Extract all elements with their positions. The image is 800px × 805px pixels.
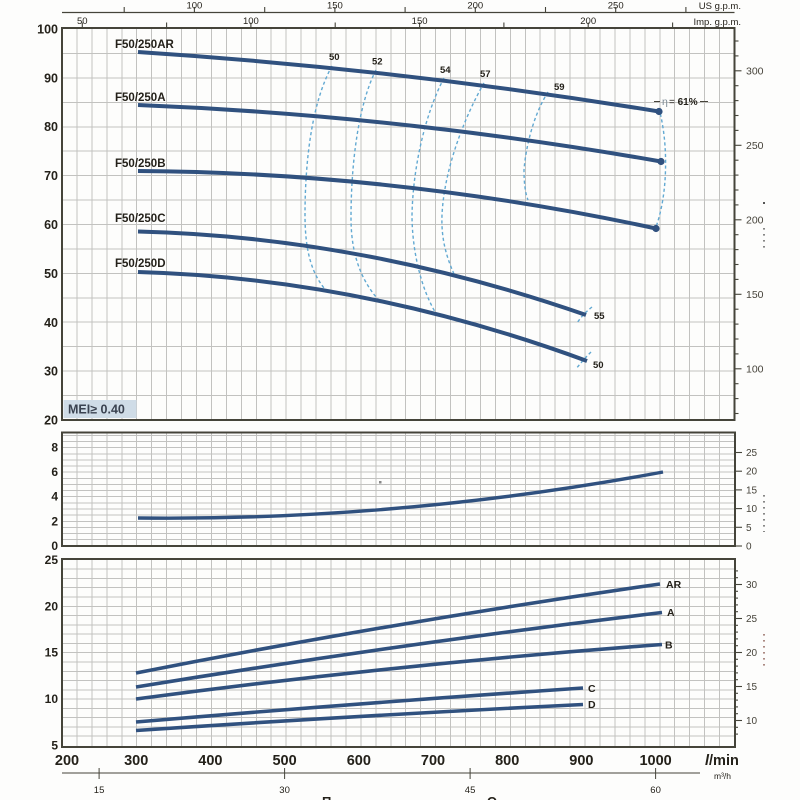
svg-text:250: 250 (746, 140, 764, 152)
svg-text:40: 40 (44, 316, 58, 330)
svg-text:20: 20 (44, 414, 58, 428)
svg-text:25: 25 (746, 448, 758, 459)
svg-text:52: 52 (372, 57, 383, 68)
svg-text:F50/250AR: F50/250AR (115, 39, 175, 51)
svg-text:30: 30 (746, 580, 758, 591)
svg-text:AR: AR (666, 579, 682, 591)
svg-text:50: 50 (77, 16, 88, 27)
svg-text:200: 200 (467, 1, 483, 12)
svg-text:30: 30 (44, 365, 58, 379)
svg-text:F50/250C: F50/250C (115, 213, 166, 225)
svg-text:100: 100 (243, 16, 259, 27)
svg-text:54: 54 (440, 65, 451, 76)
svg-text:F50/250D: F50/250D (115, 258, 166, 270)
svg-text:100: 100 (37, 23, 58, 37)
svg-text:4: 4 (51, 490, 58, 504)
svg-text:50: 50 (593, 360, 604, 371)
svg-text:15: 15 (746, 485, 758, 496)
svg-text:10: 10 (45, 692, 59, 706)
svg-text:6: 6 (51, 465, 58, 479)
svg-text:η: η (662, 96, 668, 108)
svg-text:150: 150 (412, 16, 428, 27)
svg-text:A: A (667, 607, 675, 619)
svg-text:90: 90 (44, 71, 58, 85)
svg-text:l/min: l/min (705, 753, 739, 769)
svg-text:800: 800 (495, 753, 519, 769)
svg-text:900: 900 (569, 753, 593, 769)
svg-text:Imp. g.p.m.: Imp. g.p.m. (693, 17, 741, 28)
svg-text:45: 45 (465, 785, 476, 796)
svg-text:F50/250B: F50/250B (115, 158, 166, 170)
svg-text:П: П (322, 794, 331, 800)
svg-text:20: 20 (746, 467, 758, 478)
svg-text:300: 300 (746, 65, 764, 77)
svg-text:15: 15 (746, 682, 758, 693)
svg-text:60: 60 (650, 785, 661, 796)
svg-text:F50/250A: F50/250A (115, 92, 166, 104)
svg-text:55: 55 (594, 311, 605, 322)
svg-text:0: 0 (746, 542, 752, 553)
svg-text:50: 50 (329, 52, 340, 63)
svg-text:B: B (665, 640, 673, 652)
svg-text:300: 300 (124, 753, 148, 769)
svg-text:60: 60 (44, 218, 58, 232)
svg-text:10: 10 (746, 504, 758, 515)
svg-text:О: О (487, 794, 497, 800)
svg-text:= 61%: = 61% (669, 97, 698, 108)
svg-text:59: 59 (554, 82, 565, 93)
svg-text:30: 30 (279, 785, 290, 796)
svg-text:600: 600 (347, 753, 371, 769)
svg-text:D: D (588, 699, 596, 711)
svg-text:500: 500 (272, 753, 296, 769)
svg-text:200: 200 (746, 214, 764, 226)
svg-text:8: 8 (51, 441, 58, 455)
svg-text:15: 15 (94, 785, 105, 796)
svg-text:100: 100 (186, 1, 202, 12)
svg-text:400: 400 (198, 753, 222, 769)
svg-text:m³/h: m³/h (714, 771, 731, 781)
svg-text:20: 20 (746, 648, 758, 659)
svg-text:700: 700 (421, 753, 445, 769)
svg-text:5: 5 (746, 523, 752, 534)
svg-text:1000: 1000 (639, 753, 671, 769)
svg-text:MEI≥ 0.40: MEI≥ 0.40 (68, 403, 125, 417)
svg-text:70: 70 (44, 169, 58, 183)
svg-text:250: 250 (608, 1, 624, 12)
svg-text:57: 57 (480, 69, 491, 80)
svg-text:10: 10 (746, 716, 758, 727)
svg-text:US g.p.m.: US g.p.m. (699, 1, 741, 12)
svg-text:2: 2 (51, 514, 58, 528)
svg-text:25: 25 (746, 614, 758, 625)
svg-text:50: 50 (44, 267, 58, 281)
svg-text:25: 25 (45, 553, 59, 567)
svg-text:5: 5 (51, 739, 58, 753)
svg-text:0: 0 (51, 539, 58, 553)
svg-text:200: 200 (55, 753, 79, 769)
svg-text:150: 150 (746, 289, 764, 301)
svg-text:150: 150 (327, 1, 343, 12)
svg-text:15: 15 (45, 646, 59, 660)
svg-text:100: 100 (746, 363, 764, 375)
svg-text:80: 80 (44, 120, 58, 134)
svg-text:20: 20 (45, 599, 59, 613)
svg-text:200: 200 (580, 16, 596, 27)
svg-text:C: C (588, 683, 596, 695)
